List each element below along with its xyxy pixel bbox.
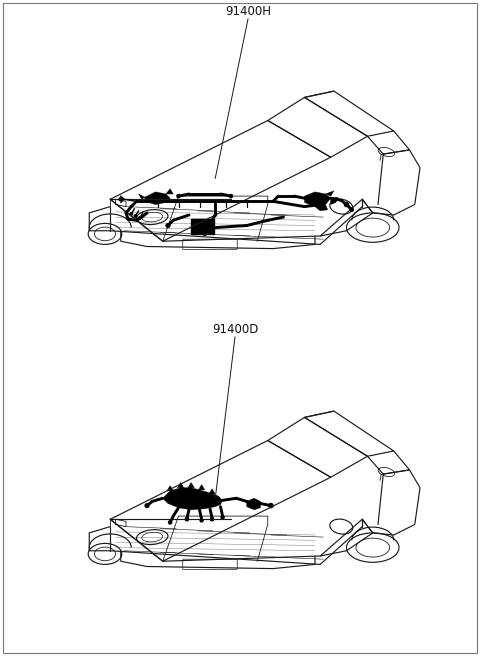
- Polygon shape: [139, 194, 145, 199]
- Polygon shape: [198, 485, 205, 490]
- Polygon shape: [247, 499, 260, 510]
- Text: 91400H: 91400H: [225, 5, 271, 18]
- Polygon shape: [145, 192, 170, 205]
- Circle shape: [229, 195, 233, 197]
- Circle shape: [177, 195, 180, 197]
- Polygon shape: [325, 191, 334, 196]
- Polygon shape: [167, 485, 173, 491]
- Circle shape: [185, 518, 189, 521]
- Circle shape: [269, 504, 273, 508]
- Polygon shape: [178, 483, 184, 488]
- Circle shape: [145, 504, 149, 508]
- Circle shape: [221, 516, 224, 519]
- FancyBboxPatch shape: [191, 219, 214, 234]
- Text: 91400D: 91400D: [212, 323, 258, 336]
- Circle shape: [344, 203, 348, 207]
- Circle shape: [134, 215, 137, 217]
- Circle shape: [130, 213, 132, 215]
- Circle shape: [119, 197, 122, 201]
- Circle shape: [168, 521, 172, 524]
- Polygon shape: [315, 205, 327, 211]
- Circle shape: [200, 519, 203, 522]
- Circle shape: [138, 217, 141, 219]
- Circle shape: [166, 224, 170, 228]
- Polygon shape: [331, 197, 338, 205]
- Circle shape: [203, 232, 206, 236]
- Polygon shape: [304, 192, 331, 207]
- Polygon shape: [166, 189, 173, 194]
- Polygon shape: [188, 483, 194, 488]
- Circle shape: [211, 518, 214, 521]
- Circle shape: [350, 208, 353, 211]
- Polygon shape: [209, 489, 215, 494]
- Polygon shape: [163, 488, 223, 510]
